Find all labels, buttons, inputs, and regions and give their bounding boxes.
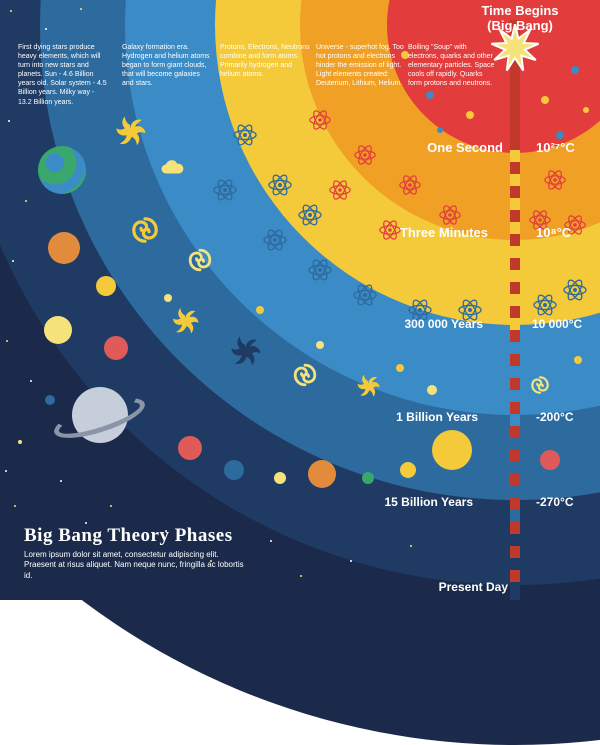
ring-description: Protons, Electrons, Neutrons combine and… bbox=[220, 43, 310, 79]
particle-dot bbox=[426, 91, 434, 99]
galaxy-dot bbox=[574, 356, 582, 364]
planet bbox=[96, 276, 116, 296]
atom-icon bbox=[232, 122, 258, 153]
galaxy-icon bbox=[113, 113, 147, 152]
phase-label: 15 Billion Years bbox=[365, 495, 473, 509]
bg-star bbox=[12, 260, 14, 262]
ring-description: Boiling "Soup" with electrons, quarks an… bbox=[408, 43, 498, 88]
galaxy-icon bbox=[170, 305, 200, 340]
phase-label: 1 Billion Years bbox=[370, 410, 478, 424]
atom-icon bbox=[307, 257, 333, 288]
phase-temperature: 10 000°C bbox=[532, 317, 582, 331]
planet bbox=[540, 450, 560, 470]
planet bbox=[308, 460, 336, 488]
galaxy-icon bbox=[129, 214, 161, 251]
phase-label: Three Minutes bbox=[380, 225, 488, 240]
phase-label: Present Day bbox=[400, 580, 508, 594]
atom-icon bbox=[297, 202, 323, 233]
atom-icon bbox=[562, 277, 588, 308]
bg-star bbox=[8, 120, 10, 122]
particle-dot bbox=[571, 66, 579, 74]
galaxy-icon bbox=[186, 246, 214, 279]
galaxy-icon bbox=[355, 372, 381, 403]
phase-temperature: 10²⁷°C bbox=[536, 140, 575, 155]
bg-star bbox=[85, 522, 87, 524]
planet bbox=[224, 460, 244, 480]
phase-temperature: 10⁸°C bbox=[536, 225, 571, 240]
time-begins-label: Time Begins(Big Bang) bbox=[460, 3, 580, 33]
bg-star bbox=[60, 480, 62, 482]
planet bbox=[44, 316, 72, 344]
planet bbox=[574, 434, 586, 446]
atom-icon bbox=[262, 227, 288, 258]
particle-dot bbox=[541, 96, 549, 104]
bg-star bbox=[45, 28, 47, 30]
bg-star bbox=[80, 8, 82, 10]
phase-label: 300 000 Years bbox=[375, 317, 483, 331]
planet bbox=[400, 462, 416, 478]
bg-star bbox=[25, 200, 27, 202]
bg-star bbox=[14, 505, 16, 507]
bg-star bbox=[110, 505, 112, 507]
galaxy-icon bbox=[291, 361, 319, 394]
timeline-bar bbox=[510, 20, 520, 600]
galaxy-dot bbox=[316, 341, 324, 349]
bg-star bbox=[30, 380, 32, 382]
ring-description: First dying stars produce heavy elements… bbox=[18, 43, 108, 107]
planet bbox=[38, 146, 86, 194]
bg-star bbox=[300, 575, 302, 577]
planet bbox=[362, 472, 374, 484]
bg-star bbox=[270, 540, 272, 542]
atom-icon bbox=[308, 108, 332, 137]
atom-icon bbox=[212, 177, 238, 208]
ring-description: Universe - superhot fog. Too hot protons… bbox=[316, 43, 406, 88]
galaxy-dot bbox=[396, 364, 404, 372]
atom-icon bbox=[328, 178, 352, 207]
particle-dot bbox=[437, 127, 443, 133]
atom-icon bbox=[543, 168, 567, 197]
galaxy-icon bbox=[160, 160, 190, 183]
phase-label: One Second bbox=[395, 140, 503, 155]
galaxy-icon bbox=[228, 333, 262, 372]
bg-star bbox=[5, 470, 7, 472]
galaxy-dot bbox=[256, 306, 264, 314]
phase-temperature: -200°C bbox=[536, 410, 573, 424]
planet bbox=[274, 472, 286, 484]
galaxy-dot bbox=[164, 294, 172, 302]
planet bbox=[45, 395, 55, 405]
atom-icon bbox=[352, 282, 378, 313]
particle-dot bbox=[466, 111, 474, 119]
atom-icon bbox=[267, 172, 293, 203]
planet bbox=[178, 436, 202, 460]
particle-dot bbox=[583, 107, 589, 113]
phase-temperature: -270°C bbox=[536, 495, 573, 509]
planet bbox=[432, 430, 472, 470]
planet bbox=[48, 232, 80, 264]
bg-star bbox=[350, 560, 352, 562]
infographic-subtitle: Lorem ipsum dolor sit amet, consectetur … bbox=[24, 550, 244, 581]
bg-star bbox=[410, 545, 412, 547]
infographic-stage: First dying stars produce heavy elements… bbox=[0, 0, 600, 600]
infographic-title: Big Bang Theory Phases bbox=[24, 525, 233, 547]
atom-icon bbox=[353, 143, 377, 172]
ring-description: Galaxy formation era. Hydrogen and heliu… bbox=[122, 43, 212, 88]
planet bbox=[104, 336, 128, 360]
bg-star bbox=[10, 10, 12, 12]
galaxy-dot bbox=[427, 385, 437, 395]
bg-star bbox=[18, 440, 22, 444]
atom-icon bbox=[398, 173, 422, 202]
planet bbox=[72, 387, 128, 443]
particle-dot bbox=[556, 131, 564, 139]
galaxy-icon bbox=[529, 374, 551, 401]
bg-star bbox=[6, 340, 8, 342]
